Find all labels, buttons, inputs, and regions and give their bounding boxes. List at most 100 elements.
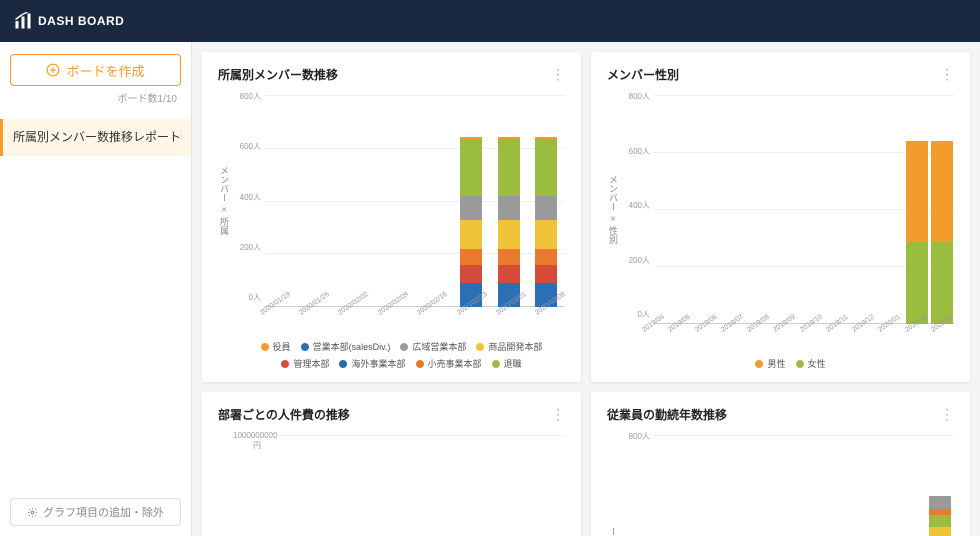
legend-item: 退職	[492, 357, 522, 370]
bar	[902, 435, 924, 536]
y-tick: 600人	[233, 141, 265, 152]
card-menu-icon[interactable]: ⋮	[940, 412, 954, 418]
legend-dot-icon	[796, 360, 804, 368]
bar-segment	[931, 242, 953, 324]
chart-card-members-by-dept: 所属別メンバー数推移⋮メンバー × 所属800人600人400人200人0人20…	[202, 52, 581, 382]
y-axis-label: メンバー × 所属	[218, 95, 233, 307]
card-menu-icon[interactable]: ⋮	[551, 412, 565, 418]
bar	[711, 435, 733, 536]
y-tick: 600人	[622, 146, 654, 157]
bar	[856, 95, 878, 324]
card-menu-icon[interactable]: ⋮	[551, 72, 565, 78]
y-axis-label: 件 × 所属	[218, 435, 233, 536]
legend: 役員営業本部(salesDiv.)広域営業本部商品開発本部管理本部海外事業本部小…	[218, 340, 565, 370]
app-logo: DASH BOARD	[14, 12, 124, 30]
bar	[404, 435, 426, 536]
y-tick: 800人	[622, 431, 654, 442]
y-tick: 200人	[233, 242, 265, 253]
legend-label: 商品開発本部	[488, 340, 542, 353]
bar-segment	[498, 265, 520, 284]
bar	[458, 435, 480, 536]
bar	[766, 435, 788, 536]
bar-segment	[929, 527, 951, 536]
bar	[684, 435, 706, 536]
bar	[875, 435, 897, 536]
y-tick: 1000000000円	[233, 431, 265, 451]
bar	[906, 95, 928, 324]
bar	[423, 95, 445, 307]
dashboard-content: 所属別メンバー数推移⋮メンバー × 所属800人600人400人200人0人20…	[192, 42, 980, 536]
legend-item: 営業本部(salesDiv.)	[301, 340, 391, 353]
bar	[881, 95, 903, 324]
legend: 男性 女性	[607, 357, 954, 370]
bar	[295, 435, 317, 536]
legend-label: 広域営業本部	[412, 340, 466, 353]
bar-segment	[535, 249, 557, 265]
legend-label: 男性	[767, 357, 785, 370]
app-title: DASH BOARD	[38, 14, 124, 28]
create-board-button[interactable]: ボードを作成	[10, 54, 181, 86]
bar-segment	[498, 196, 520, 220]
chart-card-members-by-gender: メンバー性別⋮メンバー × 性別800人600人400人200人0人2019/0…	[591, 52, 970, 382]
sidebar-item-report[interactable]: 所属別メンバー数推移レポート ⋮⋮	[0, 119, 191, 156]
bar	[348, 95, 370, 307]
bar-segment	[906, 242, 928, 324]
legend-item: 管理本部	[281, 357, 329, 370]
drag-handle-icon[interactable]: ⋮⋮	[167, 129, 185, 143]
app-header: DASH BOARD	[0, 0, 980, 42]
legend-dot-icon	[492, 360, 500, 368]
bar	[738, 435, 760, 536]
bar	[756, 95, 778, 324]
bar	[535, 95, 557, 307]
graph-settings-button[interactable]: グラフ項目の追加・除外	[10, 498, 181, 526]
legend-dot-icon	[281, 360, 289, 368]
legend-item: 商品開発本部	[476, 340, 542, 353]
bar-segment	[929, 496, 951, 508]
legend-dot-icon	[400, 343, 408, 351]
bar-segment	[498, 220, 520, 249]
plus-circle-icon	[46, 63, 60, 77]
bar	[540, 435, 562, 536]
bar-segment	[535, 220, 557, 249]
bar	[349, 435, 371, 536]
bar-segment	[460, 220, 482, 249]
sidebar: ボードを作成 ボード数1/10 所属別メンバー数推移レポート ⋮⋮ グラフ項目の…	[0, 42, 192, 536]
bar-segment	[460, 265, 482, 284]
bar	[681, 95, 703, 324]
bar-segment	[460, 139, 482, 196]
bar	[322, 435, 344, 536]
card-title: 部署ごとの人件費の推移	[218, 406, 350, 423]
bar	[460, 95, 482, 307]
card-menu-icon[interactable]: ⋮	[940, 72, 954, 78]
y-tick: 800人	[233, 91, 265, 102]
bar	[929, 435, 951, 536]
bar	[310, 95, 332, 307]
legend-dot-icon	[476, 343, 484, 351]
legend-dot-icon	[261, 343, 269, 351]
bar-segment	[498, 249, 520, 265]
create-board-label: ボードを作成	[66, 61, 144, 80]
card-title: メンバー性別	[607, 66, 679, 83]
legend-dot-icon	[339, 360, 347, 368]
legend-item: 小売事業本部	[416, 357, 482, 370]
bar-segment	[535, 265, 557, 284]
bar	[385, 95, 407, 307]
gear-icon	[27, 507, 38, 518]
y-axis-label: メンバー × 性別	[607, 95, 622, 324]
bar	[513, 435, 535, 536]
bar	[706, 95, 728, 324]
bar-segment	[931, 141, 953, 243]
bar-segment	[929, 515, 951, 527]
graph-settings-label: グラフ項目の追加・除外	[43, 504, 164, 520]
legend-label: 管理本部	[293, 357, 329, 370]
y-tick: 0人	[622, 309, 654, 320]
legend-item: 海外事業本部	[339, 357, 405, 370]
legend-dot-icon	[416, 360, 424, 368]
bar-segment	[498, 139, 520, 196]
legend-label: 退職	[504, 357, 522, 370]
bar	[931, 95, 953, 324]
chart-card-tenure: 従業員の勤続年数推移⋮ー × 勤続年数800人600人400人	[591, 392, 970, 536]
bar	[731, 95, 753, 324]
legend-label: 女性	[808, 357, 826, 370]
bar	[806, 95, 828, 324]
